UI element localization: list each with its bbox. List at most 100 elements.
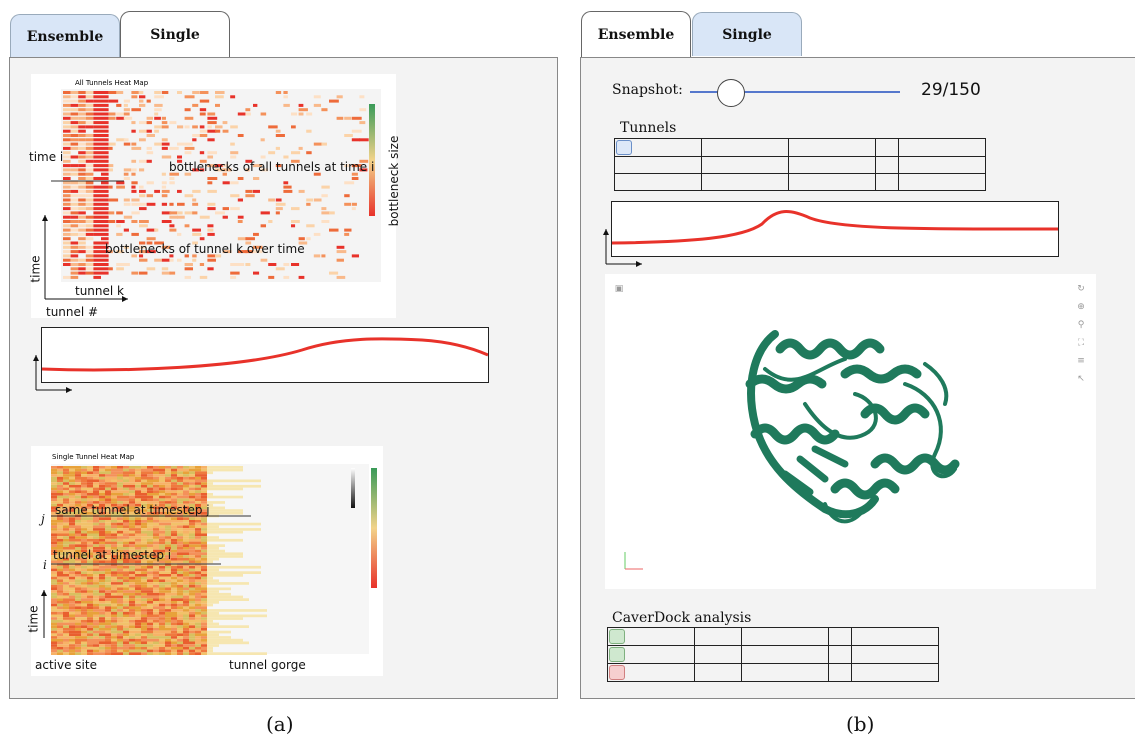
heatmap-cell xyxy=(81,638,87,642)
zoom-icon[interactable]: ⚲ xyxy=(1077,320,1085,330)
heatmap-cell xyxy=(117,644,123,647)
heatmap-cell xyxy=(75,544,81,547)
caverdock-checkbox[interactable] xyxy=(609,665,625,680)
heatmap-cell xyxy=(70,142,79,146)
annotation-j: same tunnel at timestep j xyxy=(55,503,210,517)
heatmap-cell xyxy=(153,530,159,534)
heatmap-cell xyxy=(93,606,99,610)
heatmap-cell xyxy=(225,595,231,599)
tab-ensemble-left[interactable]: Ensemble xyxy=(10,14,120,58)
slider-track[interactable] xyxy=(690,91,900,93)
heatmap-cell xyxy=(207,522,213,526)
heatmap-cell xyxy=(81,646,87,650)
rotate-icon[interactable]: ↻ xyxy=(1077,284,1085,294)
annotation-i: tunnel at timestep i xyxy=(53,548,172,562)
heatmap-cell xyxy=(207,601,213,604)
heatmap-cell xyxy=(51,584,57,588)
heatmap-cell xyxy=(85,155,94,159)
heatmap-cell xyxy=(147,622,153,626)
heatmap-cell xyxy=(63,557,69,561)
heatmap-cell xyxy=(78,220,86,223)
heatmap-cell xyxy=(183,579,189,583)
heatmap-cell xyxy=(195,609,201,612)
heatmap-cell xyxy=(141,536,147,539)
heatmap-cell xyxy=(183,598,189,601)
heatmap-cell xyxy=(201,592,207,596)
heatmap-cell xyxy=(183,595,189,599)
tab-ensemble-right[interactable]: Ensemble xyxy=(581,11,691,58)
tab-single-left[interactable]: Single xyxy=(120,11,230,58)
heatmap-cell xyxy=(147,533,153,537)
heatmap-cell xyxy=(57,582,63,585)
heatmap-cell xyxy=(195,633,201,637)
heatmap-cell xyxy=(159,598,165,601)
heatmap-cell xyxy=(195,636,201,639)
heatmap-cell xyxy=(111,557,117,561)
heatmap-cell xyxy=(123,487,129,491)
heatmap-cell xyxy=(225,638,231,642)
heatmap-cell xyxy=(63,95,71,99)
snapshot-slider[interactable] xyxy=(690,78,900,108)
heatmap-cell xyxy=(105,633,111,637)
heatmap-cell xyxy=(207,525,213,529)
fullscreen-icon[interactable]: ⛶ xyxy=(1077,338,1085,348)
heatmap-cell xyxy=(101,189,109,193)
heatmap-cell xyxy=(51,530,57,534)
heatmap-cell xyxy=(207,641,213,645)
center-icon[interactable]: ⊕ xyxy=(1077,302,1085,312)
heatmap-cell xyxy=(93,638,99,642)
heatmap-cell xyxy=(159,646,165,650)
heatmap-cell xyxy=(93,582,99,585)
heatmap-cell xyxy=(129,468,135,472)
heatmap-cell xyxy=(245,250,253,254)
heatmap-cell xyxy=(93,95,101,99)
heatmap-cell xyxy=(75,511,81,515)
caverdock-checkbox[interactable] xyxy=(609,629,625,644)
heatmap-cell xyxy=(85,138,94,142)
heatmap-cell xyxy=(189,576,195,580)
heatmap-cell xyxy=(129,571,135,574)
heatmap-cell xyxy=(336,258,344,262)
heatmap-cell xyxy=(213,625,219,628)
heatmap-cell xyxy=(184,194,194,198)
heatmap-cell xyxy=(57,557,63,561)
heatmap-cell xyxy=(141,530,147,534)
heatmap-cell xyxy=(207,547,213,550)
heatmap-cell xyxy=(183,468,189,472)
heatmap-cell xyxy=(171,609,177,612)
caverdock-checkbox[interactable] xyxy=(609,647,625,662)
heatmap-cell xyxy=(93,258,101,262)
tunnel-checkbox[interactable] xyxy=(616,140,632,155)
tab-single-right[interactable]: Single xyxy=(692,12,802,56)
heatmap-cell xyxy=(123,168,132,172)
heatmap-cell xyxy=(243,598,249,601)
heatmap-cell xyxy=(75,595,81,599)
cursor-icon[interactable]: ↖ xyxy=(1077,374,1085,384)
heatmap-cell xyxy=(51,522,57,526)
heatmap-cell xyxy=(101,159,109,163)
heatmap-cell xyxy=(93,493,99,496)
heatmap-cell xyxy=(201,479,207,483)
heatmap-cell xyxy=(101,254,109,258)
heatmap-cell xyxy=(207,254,217,258)
heatmap-cell xyxy=(183,571,189,574)
heatmap-cell xyxy=(243,625,249,628)
heatmap-cell xyxy=(275,91,282,94)
heatmap-cell xyxy=(201,595,207,599)
camera-icon[interactable]: ▣ xyxy=(614,284,624,294)
slider-handle[interactable] xyxy=(717,79,745,107)
heatmap-cell xyxy=(192,202,199,206)
heatmap-cell xyxy=(253,245,263,249)
heatmap-cell xyxy=(63,228,71,232)
heatmap-cell xyxy=(230,194,240,198)
heatmap-cell xyxy=(57,649,63,653)
settings-icon[interactable]: ≡ xyxy=(1077,356,1085,366)
heatmap-cell xyxy=(99,652,105,655)
heatmap-cell xyxy=(207,511,213,515)
heatmap-cell xyxy=(183,582,189,585)
heatmap-cell xyxy=(51,501,57,504)
heatmap-cell xyxy=(141,538,147,542)
molecule-viewer[interactable]: ▣ ↻ ⊕ ⚲ ⛶ ≡ ↖ xyxy=(605,274,1096,589)
heatmap-cell xyxy=(177,142,185,146)
heatmap-cell xyxy=(141,622,147,626)
